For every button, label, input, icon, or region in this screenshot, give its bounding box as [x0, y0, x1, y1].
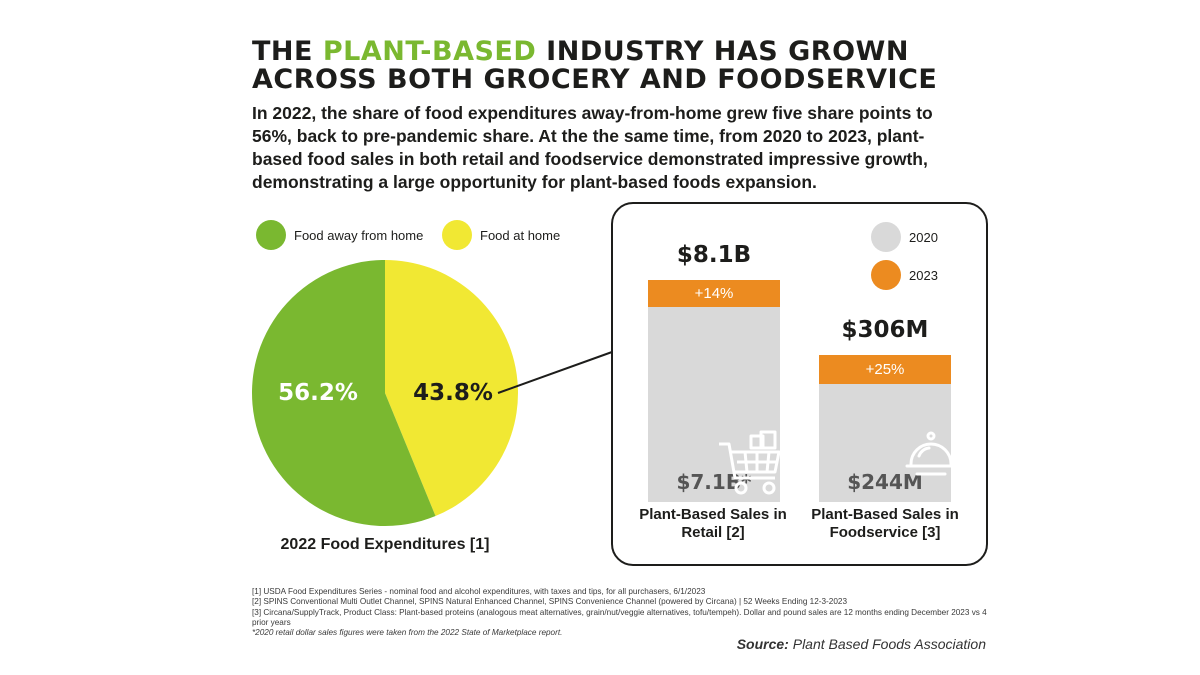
pie-legend-item-home: Food at home: [442, 220, 560, 250]
legend-label-2020: 2020: [909, 229, 938, 245]
legend-label-2023: 2023: [909, 267, 938, 283]
title-highlight: PLANT-BASED: [322, 36, 537, 67]
bar-total-label-foodservice: $306M: [841, 316, 929, 343]
legend-swatch-2023: [871, 260, 901, 290]
leader-line: [497, 351, 613, 394]
source-label: Source:: [736, 636, 789, 652]
bar-2023-retail: +14%: [648, 280, 780, 308]
pie-value-label-away: 56.2%: [278, 380, 358, 406]
legend-swatch-home: [442, 220, 472, 250]
shopping-cart-icon: [719, 430, 781, 495]
title-part2: INDUSTRY HAS GROWN ACROSS BOTH GROCERY A…: [252, 36, 938, 95]
bar-total-label-retail: $8.1B: [676, 242, 752, 268]
bar-category-retail: Plant-Based Sales in Retail [2]: [639, 506, 787, 541]
source-credit: Source: Plant Based Foods Association: [737, 636, 986, 652]
bar-legend-item-2020: 2020: [871, 222, 938, 252]
pie-slices: [252, 260, 519, 526]
bar-chart-panel: 2020 2023 +14% $8.1B $7.1B* Plant-Based …: [611, 202, 988, 566]
pie-legend-item-away: Food away from home: [256, 220, 423, 250]
legend-label-home: Food at home: [480, 227, 561, 243]
cloche-serving-icon: [905, 431, 957, 476]
footnote-2: [2] SPINS Conventional Multi Outlet Chan…: [252, 597, 847, 607]
pie-slice-away: [252, 260, 436, 526]
pie-slice-home: [385, 260, 519, 517]
legend-swatch-2020: [871, 222, 901, 252]
bar-base-label-foodservice: $244M: [847, 470, 923, 494]
pie-value-label-home: 43.8%: [413, 380, 493, 406]
bar-legend-item-2023: 2023: [871, 260, 938, 290]
source-text: Plant Based Foods Association: [788, 636, 986, 652]
legend-label-away: Food away from home: [294, 227, 424, 243]
page-subtitle: In 2022, the share of food expenditures …: [252, 103, 933, 192]
pie-caption: 2022 Food Expenditures [1]: [280, 536, 490, 553]
title-part1: THE: [252, 36, 323, 67]
footnote-3: [3] Circana/SupplyTrack, Product Class: …: [252, 607, 987, 627]
growth-label-foodservice: +25%: [865, 361, 905, 378]
bar-category-foodservice: Plant-Based Sales in Foodservice [3]: [811, 506, 959, 541]
bar-2023-foodservice: +25%: [819, 354, 951, 385]
bar-group-retail: +14% $8.1B $7.1B*: [648, 204, 780, 502]
growth-label-retail: +14%: [694, 285, 734, 303]
page-title: THE PLANT-BASED INDUSTRY HAS GROWN ACROS…: [252, 38, 952, 94]
legend-swatch-away: [256, 220, 286, 250]
footnote-1: [1] USDA Food Expenditures Series - nomi…: [252, 587, 706, 596]
footnotes: [1] USDA Food Expenditures Series - nomi…: [252, 587, 992, 638]
footnote-4: *2020 retail dollar sales figures were t…: [252, 628, 563, 638]
